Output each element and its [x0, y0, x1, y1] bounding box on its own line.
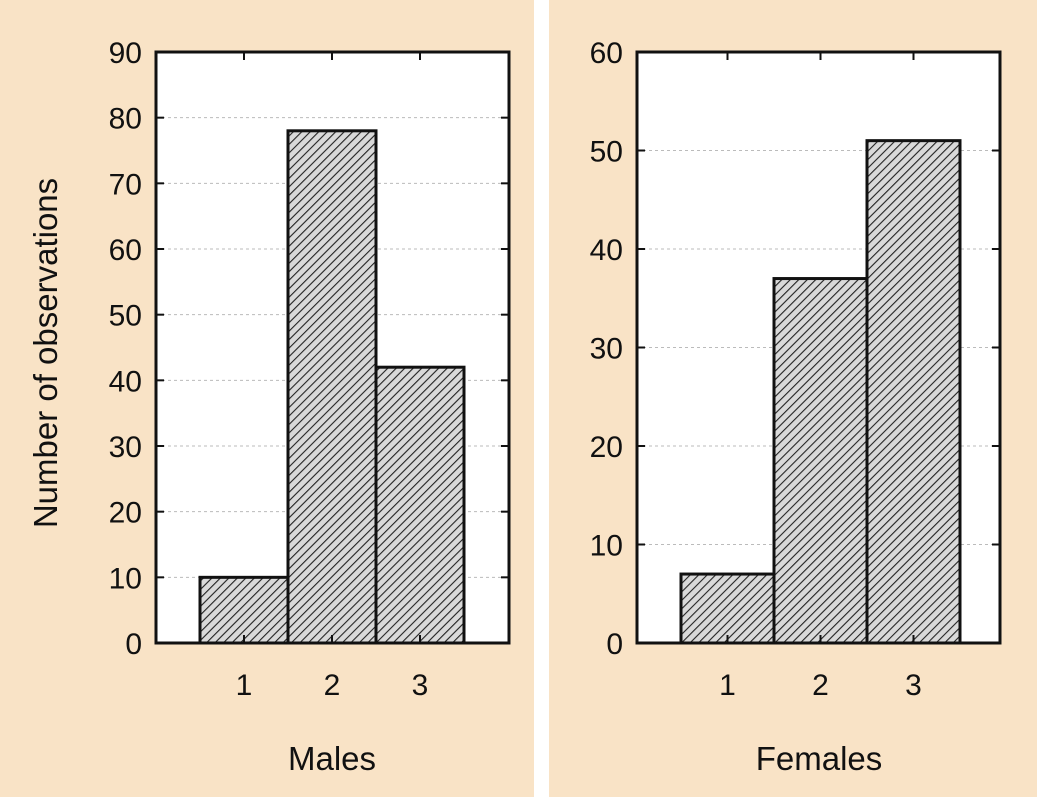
x-tick-label: 3 — [905, 669, 922, 702]
y-tick-label: 30 — [109, 431, 142, 464]
chart-males: 0 10 20 30 40 50 60 70 80 90 1 2 3 Males Number of obs… — [27, 37, 511, 777]
bar-2 — [286, 129, 378, 645]
y-tick-label: 0 — [125, 628, 142, 661]
bar-1 — [679, 572, 776, 645]
y-tick-label: 10 — [590, 530, 623, 563]
y-tick-label: 50 — [590, 136, 623, 169]
y-tick-label: 30 — [590, 333, 623, 366]
y-tick-label: 40 — [109, 365, 142, 398]
y-tick-label: 0 — [606, 628, 623, 661]
y-tick-label: 40 — [590, 234, 623, 267]
bar-1 — [198, 575, 290, 645]
bar-3 — [865, 139, 962, 645]
y-tick-label: 50 — [109, 300, 142, 333]
x-axis-title: Males — [288, 740, 376, 777]
y-tick-label: 60 — [590, 37, 623, 70]
x-tick-label: 1 — [236, 669, 253, 702]
x-tick-label: 3 — [412, 669, 429, 702]
y-tick-label: 70 — [109, 168, 142, 201]
plot-frame — [154, 50, 511, 645]
plot-frame — [635, 50, 1002, 645]
y-tick-label: 80 — [109, 103, 142, 136]
y-axis-title: Number of observations — [27, 178, 64, 528]
bar-3 — [374, 365, 466, 645]
x-tick-label: 2 — [324, 669, 341, 702]
x-tick-label: 2 — [812, 669, 829, 702]
x-tick-label: 1 — [719, 669, 736, 702]
y-tick-label: 60 — [109, 234, 142, 267]
bar-2 — [772, 277, 869, 645]
y-tick-label: 10 — [109, 562, 142, 595]
y-tick-label: 90 — [109, 37, 142, 70]
y-tick-label: 20 — [109, 497, 142, 530]
chart-females: 0 10 20 30 40 50 60 1 2 3 Females — [590, 37, 1002, 777]
x-axis-title: Females — [756, 740, 883, 777]
y-tick-label: 20 — [590, 431, 623, 464]
